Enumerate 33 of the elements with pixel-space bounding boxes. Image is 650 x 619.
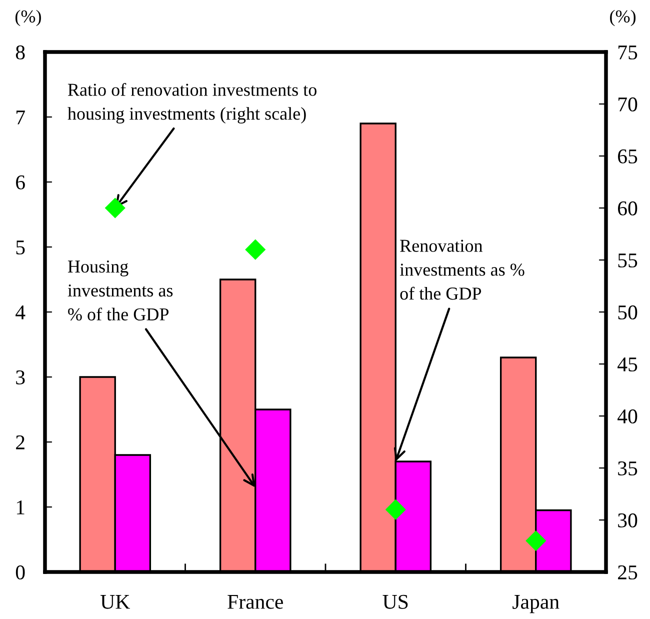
x-tick-label: US — [382, 594, 408, 609]
y-tick-label: 7 — [16, 110, 25, 124]
point — [526, 530, 546, 552]
y2-tick-label: 70 — [618, 97, 638, 112]
point — [245, 239, 266, 260]
annotation: Renovation investments as % of the GDP — [400, 240, 524, 300]
point — [104, 198, 126, 218]
annotation: Housing investments as % of the GDP — [68, 260, 173, 321]
y-tick-label: 1 — [16, 500, 24, 514]
y2-tick-label: 30 — [618, 513, 638, 528]
y-tick-label: 5 — [16, 240, 25, 254]
x-tick-label: UK — [100, 595, 130, 609]
point — [385, 499, 406, 520]
y2-tick-label: 50 — [618, 305, 638, 320]
y-axis-title: (%) — [15, 10, 41, 26]
y2-tick-label: 60 — [618, 201, 638, 216]
y-tick-label: 8 — [16, 45, 25, 60]
y2-axis-title: (%) — [610, 10, 636, 26]
y2-tick-label: 25 — [618, 565, 638, 580]
annotation: Ratio of renovation investments to housing investments (right scale) — [68, 83, 316, 124]
y2-tick-label: 75 — [618, 46, 638, 60]
y-tick-label: 4 — [16, 306, 26, 320]
y2-tick-label: 40 — [618, 409, 638, 424]
y-tick-label: 2 — [16, 435, 24, 450]
x-tick-label: Japan — [512, 595, 560, 614]
y2-tick-label: 45 — [618, 358, 638, 372]
y2-tick-label: 35 — [618, 461, 638, 476]
x-tick-label: France — [228, 595, 283, 609]
y-tick-label: 3 — [16, 370, 25, 384]
y-tick-label: 6 — [16, 175, 25, 190]
y2-tick-label: 65 — [618, 149, 638, 164]
y2-tick-label: 55 — [618, 254, 638, 268]
y-tick-label: 0 — [16, 565, 25, 580]
